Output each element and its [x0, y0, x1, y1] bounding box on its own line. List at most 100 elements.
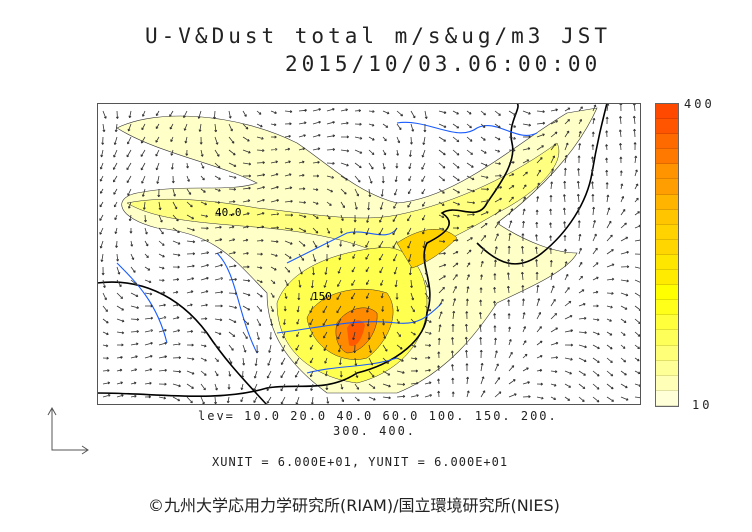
wind-arrow [480, 149, 487, 154]
wind-arrow [309, 344, 314, 350]
wind-arrow [634, 155, 638, 164]
colorbar-band [656, 300, 678, 316]
wind-arrow [452, 136, 460, 143]
wind-arrow [522, 135, 531, 139]
wind-arrow [157, 188, 161, 198]
wind-arrow [200, 344, 207, 348]
wind-arrow [564, 329, 574, 333]
wind-arrow [270, 305, 275, 313]
wind-arrow [256, 225, 265, 229]
wind-arrow [228, 110, 232, 119]
wind-arrow [606, 220, 612, 229]
wind-arrow [410, 394, 419, 398]
wind-arrow [452, 214, 460, 218]
rivers [116, 121, 538, 374]
wind-arrow [158, 303, 166, 307]
wind-arrow [506, 285, 510, 294]
wind-arrow [268, 344, 272, 353]
wind-arrow [620, 305, 628, 310]
wind-arrow [322, 305, 328, 314]
wind-arrow [422, 240, 426, 249]
wind-arrow [352, 253, 356, 259]
wind-arrow [142, 110, 146, 117]
wind-arrow [550, 120, 559, 125]
wind-arrow [116, 253, 120, 262]
wind-arrow [536, 298, 541, 307]
wind-arrow [172, 370, 182, 374]
wind-arrow [324, 266, 328, 275]
wind-arrow [256, 318, 262, 327]
wind-arrow [550, 383, 557, 387]
coastlines [97, 103, 608, 405]
wind-arrow [172, 329, 181, 333]
wind-arrow [421, 149, 426, 158]
wind-arrow [396, 331, 402, 337]
wind-arrow [620, 331, 626, 336]
wind-arrow [424, 381, 432, 385]
wind-arrow [200, 175, 205, 181]
wind-arrow [339, 240, 343, 247]
wind-arrow [144, 341, 153, 346]
wind-arrow [578, 357, 587, 363]
wind-arrow [480, 175, 489, 179]
wind-arrow [256, 198, 265, 203]
wind-arrow [423, 123, 427, 133]
wind-arrow [410, 292, 415, 301]
wind-arrow [298, 147, 306, 151]
wind-arrow [535, 221, 539, 229]
wind-arrow [592, 276, 599, 281]
wind-arrow [452, 262, 459, 268]
wind-arrow [227, 383, 231, 390]
wind-arrow [172, 356, 182, 360]
wind-arrow [563, 221, 567, 229]
wind-arrow [186, 214, 195, 220]
wind-arrow [158, 368, 168, 372]
wind-arrow [520, 258, 524, 268]
wind-arrow [172, 201, 178, 210]
wind-arrow [270, 292, 275, 298]
wind-arrow [240, 396, 244, 403]
wind-arrow [214, 290, 224, 294]
wind-arrow [283, 305, 287, 312]
wind-arrow [535, 234, 538, 242]
wind-arrow [354, 175, 361, 183]
wind-arrow [270, 185, 279, 190]
wind-arrow [99, 175, 104, 182]
wind-arrow [437, 378, 441, 385]
wind-arrow [256, 292, 263, 298]
colorbar-band [656, 360, 678, 376]
wind-arrow [266, 370, 272, 379]
wind-arrow [158, 355, 168, 359]
wind-arrow [452, 110, 459, 115]
wind-arrow [130, 368, 138, 372]
wind-arrow [578, 130, 582, 138]
colorbar-band [656, 179, 678, 195]
wind-arrow [284, 213, 294, 217]
wind-arrow [340, 108, 349, 112]
colorbar-band [656, 330, 678, 346]
colorbar-band [656, 285, 678, 301]
wind-arrow [326, 120, 335, 125]
wind-arrow [396, 136, 401, 144]
wind-arrow [396, 305, 400, 312]
wind-arrow [214, 263, 223, 268]
wind-arrow [127, 123, 132, 132]
wind-arrow [564, 142, 569, 151]
wind-arrow [214, 200, 221, 204]
wind-arrow [99, 201, 104, 208]
wind-arrow [284, 240, 293, 245]
wind-arrow [634, 331, 641, 337]
wind-arrow [186, 175, 190, 182]
wind-arrow [550, 272, 554, 281]
wind-arrow [522, 381, 530, 385]
wind-arrow [228, 149, 236, 156]
wind-arrow [465, 311, 469, 320]
wind-arrow [253, 370, 258, 379]
wind-arrow [130, 355, 138, 359]
wind-arrow [322, 292, 328, 301]
wind-arrow [382, 136, 387, 142]
wind-arrow [522, 367, 529, 372]
wind-arrow [129, 227, 133, 234]
wind-arrow [130, 330, 139, 333]
wind-arrow [183, 123, 188, 131]
